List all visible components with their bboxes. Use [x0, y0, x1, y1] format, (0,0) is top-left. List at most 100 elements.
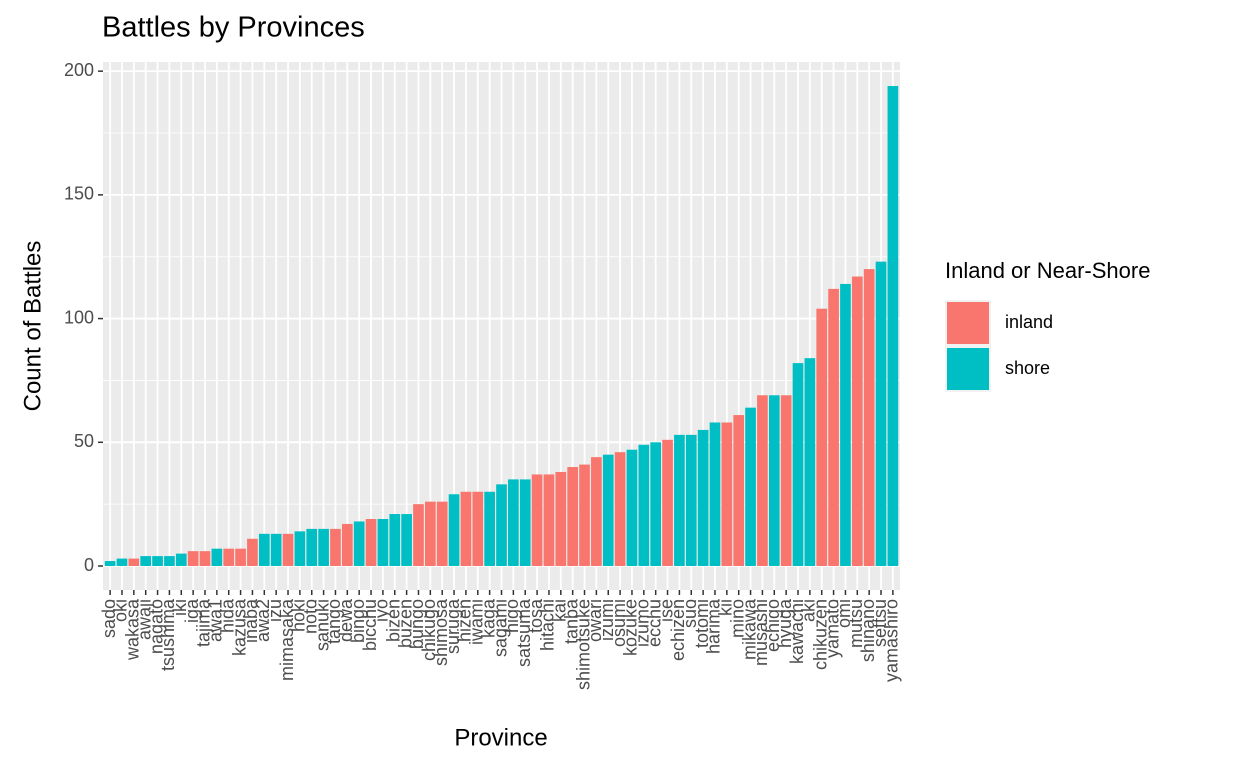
- bar: [863, 269, 875, 566]
- bar: [579, 464, 590, 566]
- x-tick-label: inaba: [241, 598, 261, 643]
- legend-title: Inland or Near-Shore: [945, 258, 1150, 283]
- bar: [757, 395, 768, 566]
- x-tick-label: suruga: [443, 598, 463, 654]
- bar: [508, 479, 519, 566]
- bar: [626, 449, 638, 566]
- x-tick-label: chikugo: [419, 599, 439, 661]
- bar: [175, 553, 187, 566]
- x-tick-label: mimasaka: [277, 598, 297, 681]
- bar: [247, 538, 258, 566]
- bar: [104, 561, 116, 566]
- x-tick-label: bicchu: [360, 599, 380, 651]
- x-tick-label: yamashiro: [882, 599, 902, 682]
- bar: [543, 474, 555, 566]
- bar: [709, 422, 721, 566]
- x-tick-label: iwami: [467, 599, 487, 645]
- bar: [662, 439, 673, 566]
- x-tick-label: izu: [265, 599, 285, 622]
- bar: [401, 514, 412, 566]
- x-tick-label: kai: [550, 599, 570, 622]
- x-tick-label: iyo: [372, 599, 392, 622]
- bar: [496, 484, 507, 566]
- bar: [567, 467, 578, 566]
- bar: [697, 429, 709, 566]
- x-tick-label: harima: [704, 598, 724, 654]
- bar: [282, 533, 294, 566]
- x-tick-label: chikuzen: [810, 599, 830, 670]
- x-tick-label: oki: [111, 599, 131, 622]
- x-tick-label: hida: [217, 598, 237, 633]
- y-tick-label: 0: [84, 555, 94, 575]
- x-tick-label: higo: [502, 599, 522, 633]
- bar: [199, 551, 211, 566]
- x-tick-label: omi: [834, 599, 854, 628]
- bar: [614, 452, 626, 566]
- x-tick-label: shinano: [858, 599, 878, 662]
- x-tick-label: bizen: [384, 599, 404, 642]
- x-tick-label: kii: [716, 599, 736, 616]
- x-tick-label: ise: [656, 599, 676, 622]
- x-tick-label: tajima: [194, 598, 214, 647]
- x-tick-label: owari: [585, 599, 605, 642]
- bar: [140, 556, 152, 566]
- bar: [840, 283, 851, 566]
- x-tick-label: hizen: [455, 599, 475, 642]
- bar: [472, 491, 484, 566]
- bar: [460, 491, 472, 566]
- bar: [425, 501, 436, 566]
- x-tick-label: bingo: [348, 599, 368, 643]
- legend-label: inland: [1005, 312, 1053, 332]
- x-tick-label: shimosa: [431, 598, 451, 666]
- bar: [211, 548, 223, 566]
- bar: [650, 442, 662, 566]
- x-tick-label: hitachi: [538, 599, 558, 651]
- bar: [745, 407, 756, 566]
- x-tick-label: awa2: [253, 599, 273, 642]
- bar: [223, 548, 235, 566]
- x-tick-label: aki: [799, 599, 819, 622]
- x-tick-label: mikawa: [739, 598, 759, 660]
- x-tick-label: tango: [324, 599, 344, 644]
- bar: [128, 558, 140, 566]
- legend-key: [947, 348, 989, 390]
- bar: [851, 276, 863, 566]
- bar: [318, 528, 329, 566]
- bar: [377, 518, 389, 566]
- x-tick-label: sanuki: [312, 599, 332, 651]
- x-tick-label: mutsu: [846, 599, 866, 648]
- x-tick-label: suo: [680, 599, 700, 628]
- x-tick-label: tosa: [526, 598, 546, 633]
- x-tick-label: awaji: [134, 599, 154, 640]
- bar: [602, 454, 614, 566]
- chart-title: Battles by Provinces: [102, 12, 365, 44]
- y-axis-label: Count of Battles: [19, 241, 46, 412]
- x-tick-label: iki: [170, 599, 190, 616]
- bar: [436, 501, 448, 566]
- bar: [164, 556, 175, 566]
- x-tick-label: kozuke: [621, 599, 641, 656]
- bar: [330, 528, 341, 566]
- x-tick-label: nagato: [146, 599, 166, 654]
- bar: [116, 558, 128, 566]
- bar: [389, 514, 401, 566]
- bar: [780, 395, 792, 566]
- bar: [768, 395, 780, 566]
- bar: [258, 533, 270, 566]
- bar: [152, 556, 163, 566]
- x-tick-label: totomi: [692, 599, 712, 648]
- x-tick-label: settsu: [870, 599, 890, 647]
- bar: [733, 415, 745, 566]
- x-tick-label: echigo: [763, 599, 783, 652]
- x-tick-label: sado: [99, 599, 119, 638]
- bar: [674, 434, 685, 566]
- y-tick-label: 100: [64, 307, 94, 327]
- bar: [484, 491, 495, 566]
- bar: [721, 422, 733, 566]
- x-tick-label: hoki: [289, 599, 309, 632]
- x-tick-label: izumi: [597, 599, 617, 641]
- x-tick-label: osumi: [609, 599, 629, 647]
- bar: [875, 261, 887, 566]
- x-tick-label: wakasa: [123, 598, 143, 661]
